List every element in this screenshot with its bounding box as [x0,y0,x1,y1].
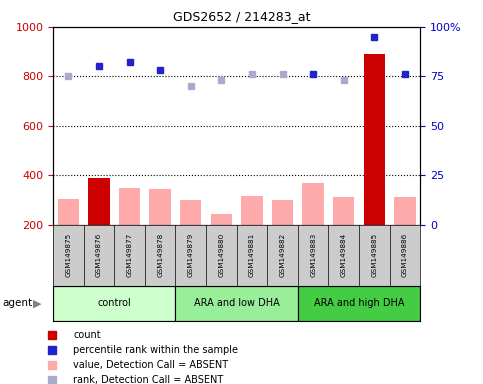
Text: GDS2652 / 214283_at: GDS2652 / 214283_at [173,10,310,23]
Bar [58,199,79,225]
Bar [333,197,355,225]
Text: ARA and low DHA: ARA and low DHA [194,298,280,308]
Text: GSM149881: GSM149881 [249,233,255,278]
Text: GSM149886: GSM149886 [402,233,408,278]
Bar [175,286,298,321]
Bar [180,200,201,225]
Bar [88,178,110,225]
Text: GSM149877: GSM149877 [127,233,133,278]
Text: GSM149885: GSM149885 [371,233,377,278]
Bar [394,197,415,225]
Text: GSM149882: GSM149882 [280,233,285,278]
Text: agent: agent [2,298,32,308]
Text: GSM149878: GSM149878 [157,233,163,278]
Bar [302,183,324,225]
Bar [272,200,293,225]
Text: GSM149879: GSM149879 [188,233,194,278]
Bar [119,187,141,225]
Bar [53,286,175,321]
Text: GSM149875: GSM149875 [65,233,71,278]
Bar [211,214,232,225]
Text: GSM149883: GSM149883 [310,233,316,278]
Text: value, Detection Call = ABSENT: value, Detection Call = ABSENT [73,360,228,370]
Text: percentile rank within the sample: percentile rank within the sample [73,345,239,355]
Text: control: control [98,298,131,308]
Text: GSM149880: GSM149880 [218,233,225,278]
Text: rank, Detection Call = ABSENT: rank, Detection Call = ABSENT [73,375,224,384]
Text: GSM149876: GSM149876 [96,233,102,278]
Bar [150,189,171,225]
Bar [242,196,263,225]
Text: ▶: ▶ [33,298,42,308]
Text: count: count [73,330,101,340]
Text: ARA and high DHA: ARA and high DHA [314,298,404,308]
Text: GSM149884: GSM149884 [341,233,347,278]
Bar [364,54,385,225]
Bar [298,286,420,321]
